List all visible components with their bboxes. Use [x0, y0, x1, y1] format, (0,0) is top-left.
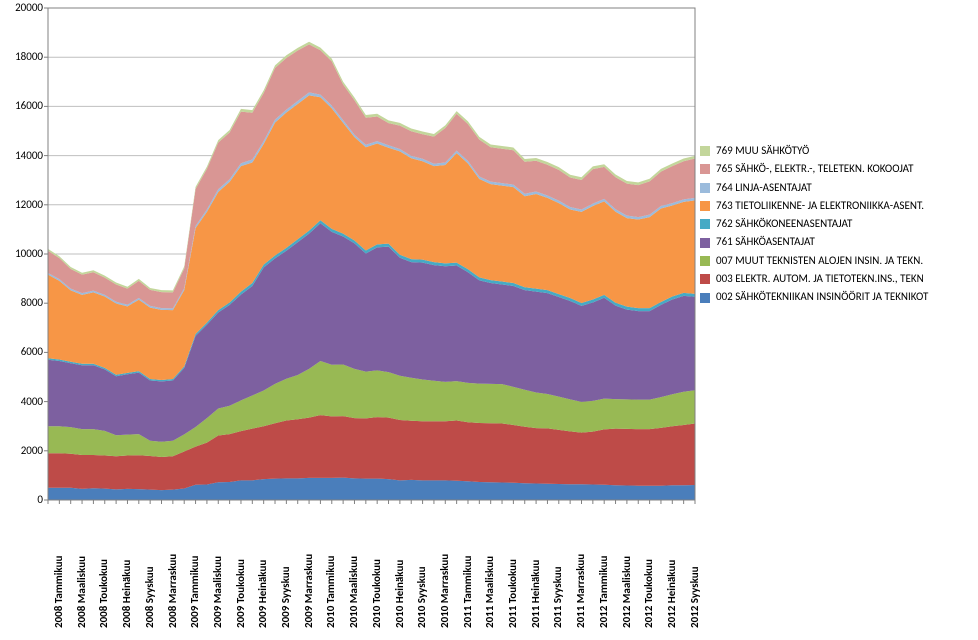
- x-tick-label: 2011 Maaliskuu: [483, 556, 496, 628]
- legend-label: 769 MUU SÄHKÖTYÖ: [716, 144, 809, 158]
- x-tick-label: 2010 Toukokuu: [370, 559, 383, 628]
- stacked-area-chart: [0, 0, 978, 640]
- legend-item-s002: 002 SÄHKÖTEKNIIKAN INSINÖÖRIT JA TEKNIKO…: [700, 290, 970, 304]
- x-tick-label: 2012 Toukokuu: [642, 559, 655, 628]
- x-tick-label: 2010 Heinäkuu: [393, 560, 406, 628]
- x-tick-label: 2012 Heinäkuu: [665, 560, 678, 628]
- x-tick-label: 2008 Maaliskuu: [75, 556, 88, 628]
- x-tick-label: 2009 Heinäkuu: [256, 560, 269, 628]
- x-tick-label: 2008 Tammikuu: [52, 556, 65, 628]
- x-tick-label: 2009 Tammikuu: [188, 556, 201, 628]
- y-tick-label: 4000: [3, 395, 43, 408]
- x-tick-label: 2008 Toukokuu: [97, 559, 110, 628]
- y-tick-label: 12000: [3, 198, 43, 211]
- x-tick-label: 2009 Syyskuu: [279, 566, 292, 628]
- legend-label: 003 ELEKTR. AUTOM. JA TIETOTEKN.INS., TE…: [716, 272, 924, 286]
- x-tick-label: 2012 Maaliskuu: [620, 556, 633, 628]
- x-tick-label: 2010 Syyskuu: [415, 566, 428, 628]
- legend-label: 002 SÄHKÖTEKNIIKAN INSINÖÖRIT JA TEKNIKO…: [716, 290, 928, 304]
- y-tick-label: 20000: [3, 1, 43, 14]
- y-tick-label: 16000: [3, 99, 43, 112]
- x-tick-label: 2011 Marraskuu: [574, 554, 587, 628]
- x-tick-label: 2009 Toukokuu: [234, 559, 247, 628]
- y-tick-label: 0: [3, 493, 43, 506]
- legend-item-s003: 003 ELEKTR. AUTOM. JA TIETOTEKN.INS., TE…: [700, 272, 970, 286]
- legend-item-s769: 769 MUU SÄHKÖTYÖ: [700, 144, 970, 158]
- legend-swatch: [700, 293, 710, 303]
- legend-label: 765 SÄHKÖ-, ELEKTR.-, TELETEKN. KOKOOJAT: [716, 162, 914, 176]
- legend-label: 764 LINJA-ASENTAJAT: [716, 181, 812, 195]
- y-tick-label: 18000: [3, 50, 43, 63]
- x-tick-label: 2008 Syyskuu: [143, 566, 156, 628]
- chart-container: 769 MUU SÄHKÖTYÖ 765 SÄHKÖ-, ELEKTR.-, TE…: [0, 0, 978, 640]
- legend-label: 762 SÄHKÖKONEENASENTAJAT: [716, 217, 852, 231]
- legend-label: 007 MUUT TEKNISTEN ALOJEN INSIN. JA TEKN…: [716, 254, 923, 268]
- x-tick-label: 2008 Heinäkuu: [120, 560, 133, 628]
- x-tick-label: 2009 Maaliskuu: [211, 556, 224, 628]
- x-tick-label: 2012 Tammikuu: [597, 556, 610, 628]
- legend-item-s007: 007 MUUT TEKNISTEN ALOJEN INSIN. JA TEKN…: [700, 254, 970, 268]
- x-tick-label: 2010 Marraskuu: [438, 554, 451, 628]
- x-tick-label: 2010 Tammikuu: [324, 556, 337, 628]
- legend-item-s761: 761 SÄHKÖASENTAJAT: [700, 235, 970, 249]
- legend-swatch: [700, 274, 710, 284]
- legend-item-s765: 765 SÄHKÖ-, ELEKTR.-, TELETEKN. KOKOOJAT: [700, 162, 970, 176]
- legend-swatch: [700, 238, 710, 248]
- legend-swatch: [700, 183, 710, 193]
- x-tick-label: 2009 Marraskuu: [302, 554, 315, 628]
- x-tick-label: 2011 Heinäkuu: [529, 560, 542, 628]
- x-tick-label: 2012 Syyskuu: [688, 566, 701, 628]
- x-tick-label: 2010 Maaliskuu: [347, 556, 360, 628]
- y-tick-label: 10000: [3, 247, 43, 260]
- legend-swatch: [700, 164, 710, 174]
- legend-swatch: [700, 146, 710, 156]
- x-tick-label: 2008 Marraskuu: [166, 554, 179, 628]
- legend: 769 MUU SÄHKÖTYÖ 765 SÄHKÖ-, ELEKTR.-, TE…: [700, 140, 970, 309]
- legend-label: 763 TIETOLIIKENNE- JA ELEKTRONIIKKA-ASEN…: [716, 199, 924, 213]
- legend-item-s763: 763 TIETOLIIKENNE- JA ELEKTRONIIKKA-ASEN…: [700, 199, 970, 213]
- y-tick-label: 14000: [3, 149, 43, 162]
- x-tick-label: 2011 Toukokuu: [506, 559, 519, 628]
- y-tick-label: 2000: [3, 444, 43, 457]
- legend-label: 761 SÄHKÖASENTAJAT: [716, 235, 815, 249]
- legend-item-s764: 764 LINJA-ASENTAJAT: [700, 181, 970, 195]
- y-tick-label: 6000: [3, 345, 43, 358]
- legend-swatch: [700, 201, 710, 211]
- legend-swatch: [700, 219, 710, 229]
- legend-item-s762: 762 SÄHKÖKONEENASENTAJAT: [700, 217, 970, 231]
- legend-swatch: [700, 256, 710, 266]
- x-tick-label: 2011 Tammikuu: [461, 556, 474, 628]
- x-tick-label: 2011 Syyskuu: [551, 566, 564, 628]
- y-tick-label: 8000: [3, 296, 43, 309]
